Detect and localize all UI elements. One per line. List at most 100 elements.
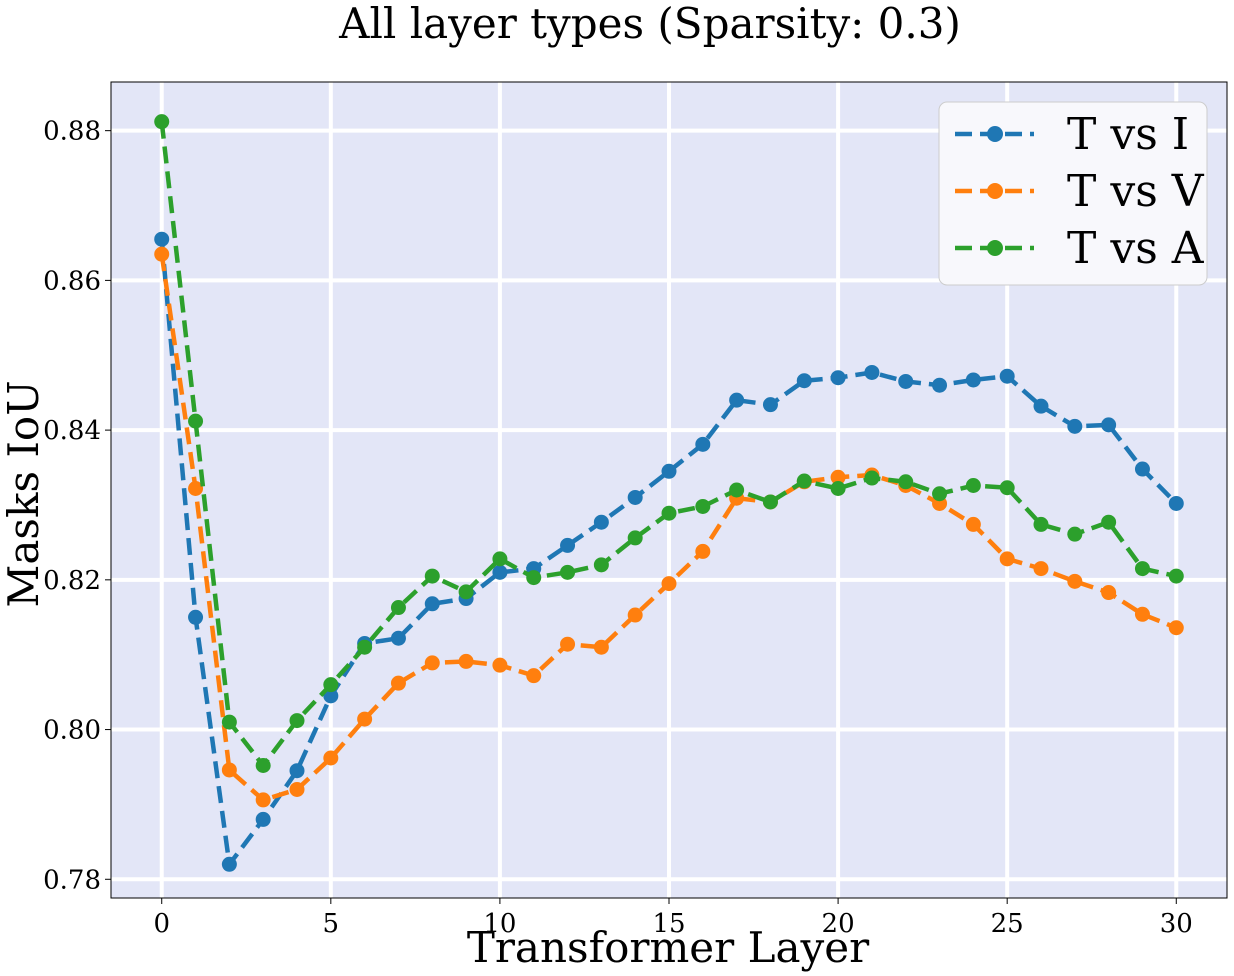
- data-point: [1033, 516, 1049, 532]
- data-point: [661, 463, 677, 479]
- data-point: [965, 516, 981, 532]
- data-point: [323, 677, 339, 693]
- legend-label: T vs I: [1067, 109, 1189, 160]
- data-point: [526, 570, 542, 586]
- data-point: [357, 711, 373, 727]
- data-point: [965, 478, 981, 494]
- data-point: [661, 576, 677, 592]
- data-point: [796, 473, 812, 489]
- data-point: [221, 856, 237, 872]
- data-point: [999, 551, 1015, 567]
- data-point: [154, 114, 170, 130]
- y-tick-label: 0.84: [43, 416, 101, 446]
- data-point: [492, 657, 508, 673]
- legend-box: [938, 101, 1208, 286]
- legend-marker: [987, 126, 1003, 142]
- data-point: [1067, 526, 1083, 542]
- data-point: [830, 481, 846, 497]
- y-tick-label: 0.86: [43, 266, 101, 296]
- data-point: [188, 413, 204, 429]
- legend-marker: [987, 183, 1003, 199]
- data-point: [762, 397, 778, 413]
- data-point: [560, 537, 576, 553]
- data-point: [1134, 606, 1150, 622]
- data-point: [492, 564, 508, 580]
- data-point: [627, 489, 643, 505]
- data-point: [695, 436, 711, 452]
- data-point: [999, 368, 1015, 384]
- y-tick-label: 0.80: [43, 716, 101, 746]
- data-point: [965, 372, 981, 388]
- data-point: [1168, 620, 1184, 636]
- data-point: [526, 668, 542, 684]
- data-point: [1168, 568, 1184, 584]
- x-tick-label: 5: [323, 909, 340, 939]
- data-point: [188, 481, 204, 497]
- data-point: [154, 246, 170, 262]
- y-axis-label: Masks IoU: [0, 380, 48, 607]
- data-point: [695, 543, 711, 559]
- data-point: [1134, 561, 1150, 577]
- data-point: [289, 781, 305, 797]
- data-point: [1168, 495, 1184, 511]
- x-tick-label: 15: [652, 909, 685, 939]
- data-point: [661, 505, 677, 521]
- data-point: [1101, 514, 1117, 530]
- chart-title: All layer types (Sparsity: 0.3): [338, 0, 961, 48]
- data-point: [1101, 585, 1117, 601]
- data-point: [1033, 398, 1049, 414]
- data-point: [357, 639, 373, 655]
- data-point: [188, 609, 204, 625]
- data-point: [999, 480, 1015, 496]
- y-tick-label: 0.88: [43, 117, 101, 147]
- data-point: [695, 498, 711, 514]
- data-point: [390, 675, 406, 691]
- data-point: [458, 584, 474, 600]
- data-point: [796, 373, 812, 389]
- data-point: [593, 557, 609, 573]
- data-point: [1101, 417, 1117, 433]
- data-point: [627, 530, 643, 546]
- x-axis-label: Transformer Layer: [467, 923, 870, 972]
- legend-marker: [987, 240, 1003, 256]
- data-point: [1033, 561, 1049, 577]
- data-point: [932, 377, 948, 393]
- data-point: [1134, 461, 1150, 477]
- x-tick-label: 0: [153, 909, 170, 939]
- x-tick-label: 10: [483, 909, 516, 939]
- data-point: [932, 486, 948, 502]
- data-point: [593, 639, 609, 655]
- data-point: [424, 655, 440, 671]
- data-point: [221, 762, 237, 778]
- y-tick-label: 0.78: [43, 865, 101, 895]
- x-tick-label: 30: [1160, 909, 1193, 939]
- data-point: [864, 364, 880, 380]
- data-point: [627, 607, 643, 623]
- axis-ticks: 0 5 10 15 20 25 30 0.78 0.80 0.82 0.84 0.86 0.88: [43, 117, 1193, 939]
- data-point: [424, 568, 440, 584]
- data-point: [492, 551, 508, 567]
- data-point: [323, 750, 339, 766]
- legend: T vs I T vs V T vs A: [938, 101, 1208, 286]
- legend-label: T vs V: [1067, 166, 1205, 217]
- data-point: [255, 811, 271, 827]
- data-point: [593, 514, 609, 530]
- data-point: [1067, 418, 1083, 434]
- data-point: [864, 470, 880, 486]
- data-point: [255, 757, 271, 773]
- data-point: [221, 714, 237, 730]
- series-group: [154, 114, 1184, 872]
- data-point: [560, 636, 576, 652]
- data-point: [289, 713, 305, 729]
- data-point: [255, 792, 271, 808]
- data-point: [323, 688, 339, 704]
- legend-label: T vs A: [1067, 223, 1205, 274]
- data-point: [898, 474, 914, 490]
- data-point: [458, 653, 474, 669]
- data-point: [289, 763, 305, 779]
- data-point: [830, 469, 846, 485]
- x-tick-label: 25: [991, 909, 1024, 939]
- data-point: [830, 370, 846, 386]
- data-point: [762, 494, 778, 510]
